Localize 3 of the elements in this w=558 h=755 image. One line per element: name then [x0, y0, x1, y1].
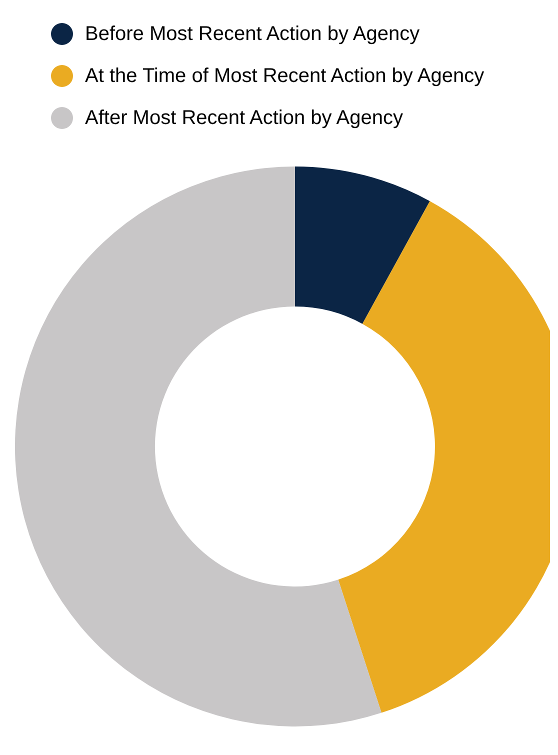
legend-label: At the Time of Most Recent Action by Agency: [85, 64, 484, 88]
legend-label: After Most Recent Action by Agency: [85, 106, 403, 130]
legend-label: Before Most Recent Action by Agency: [85, 22, 420, 46]
